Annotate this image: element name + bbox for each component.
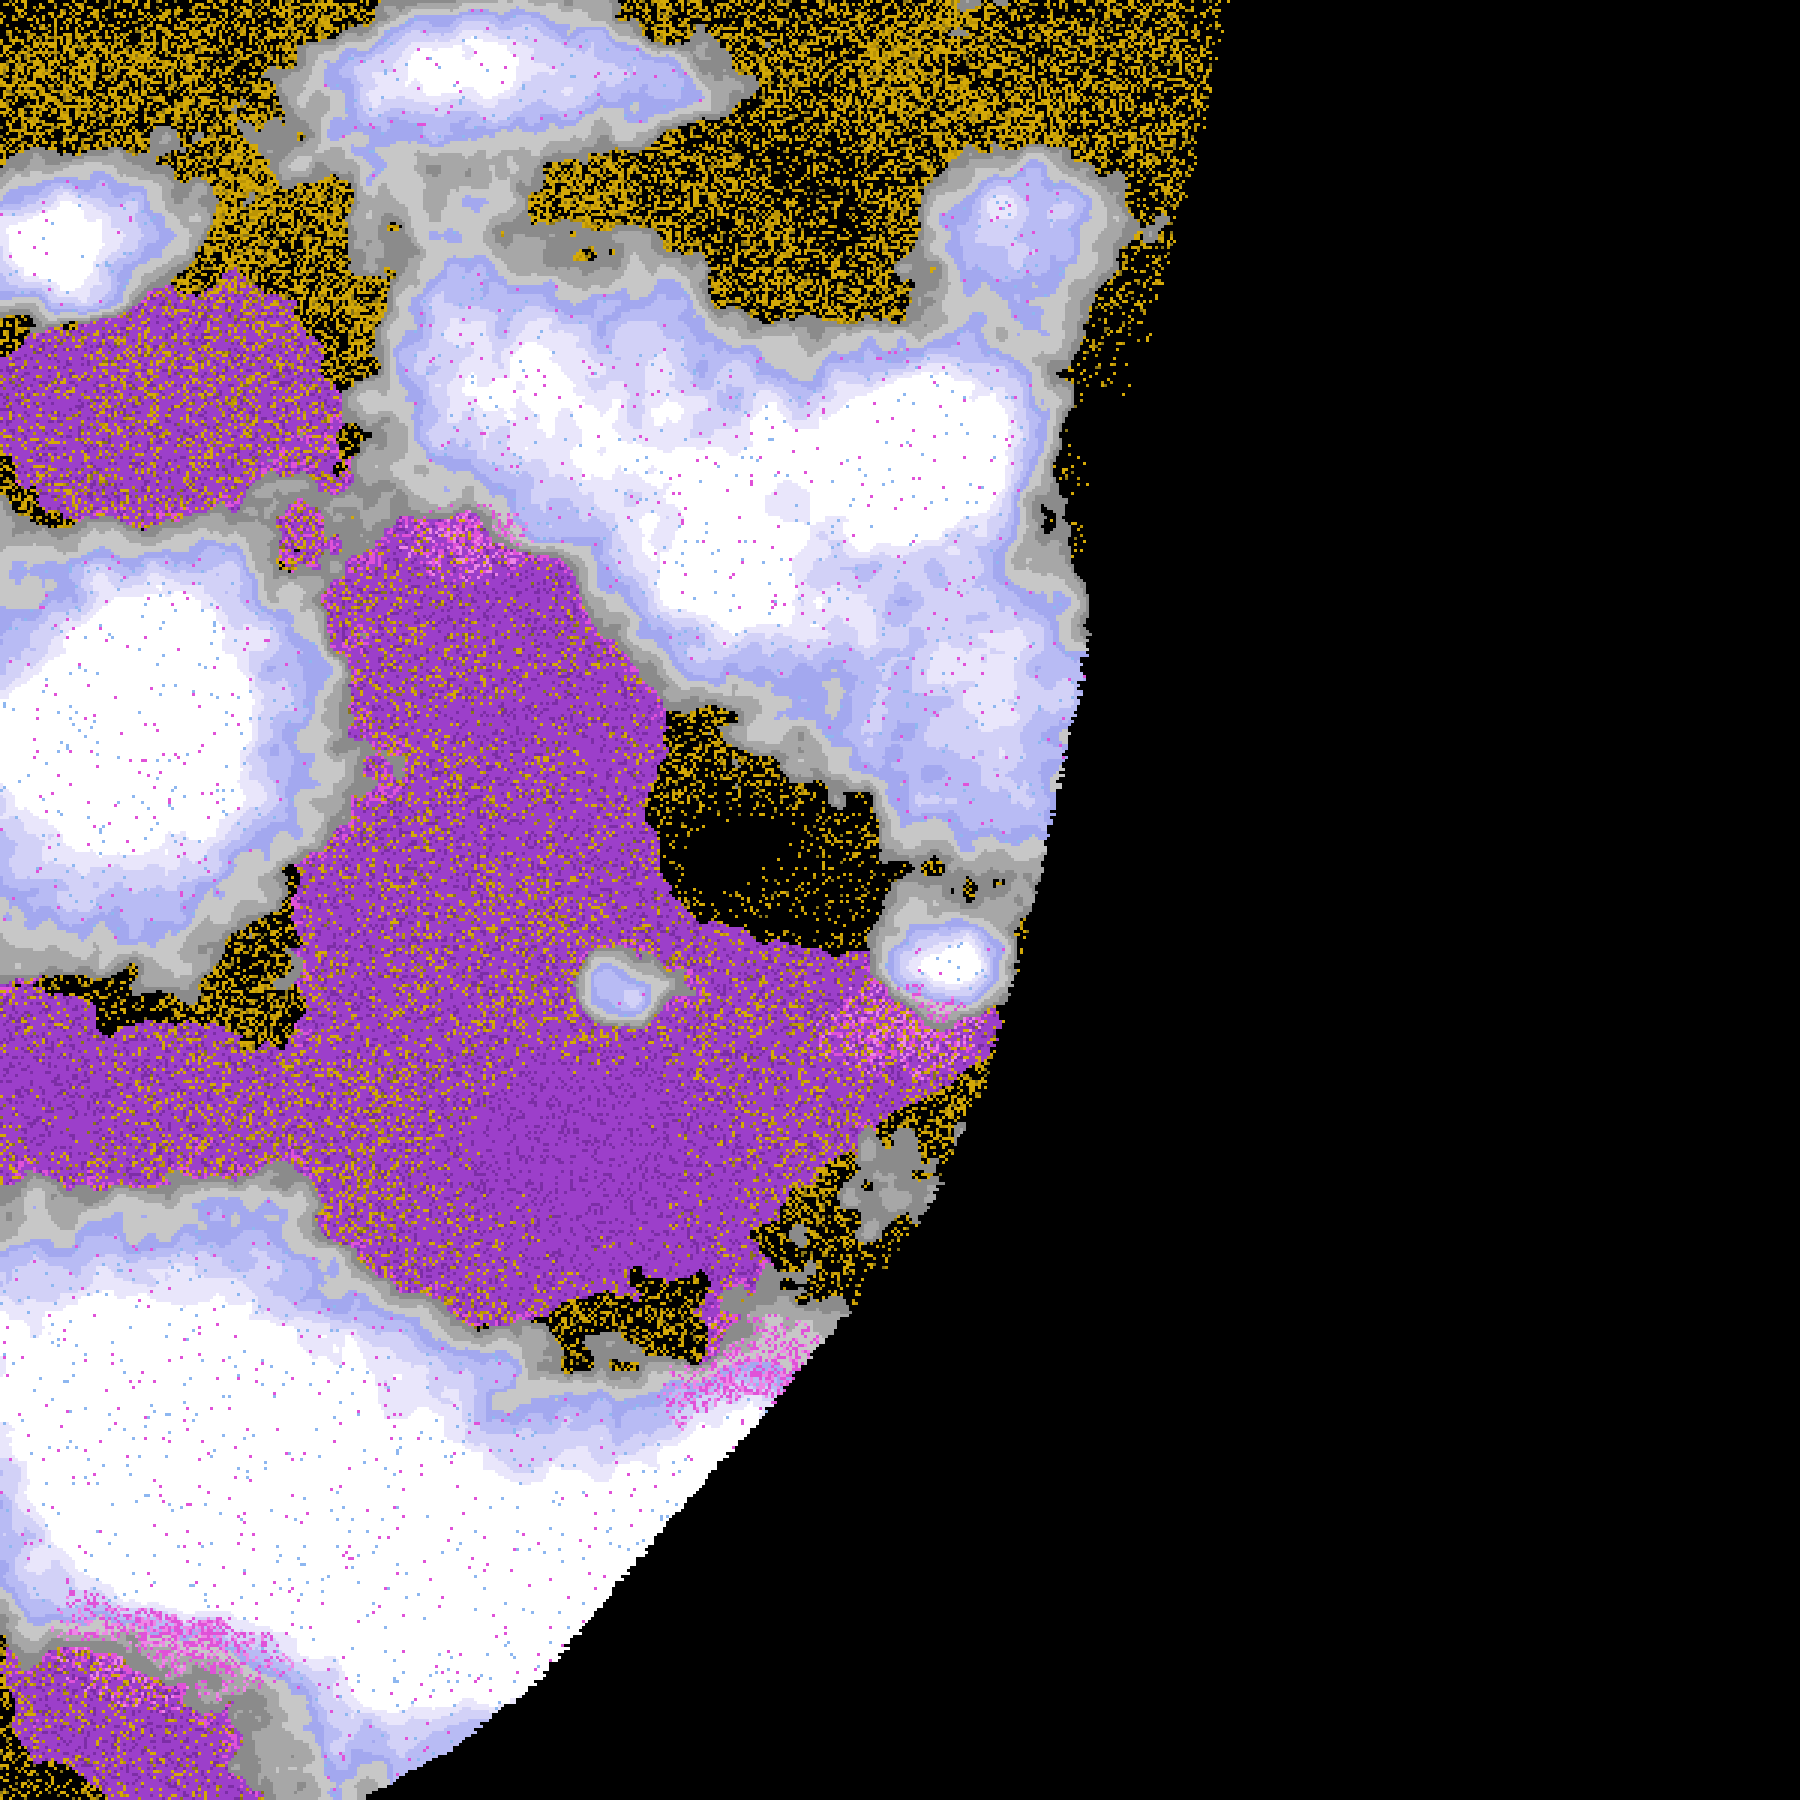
satellite-canvas: [0, 0, 1800, 1800]
satellite-image: [0, 0, 1800, 1800]
